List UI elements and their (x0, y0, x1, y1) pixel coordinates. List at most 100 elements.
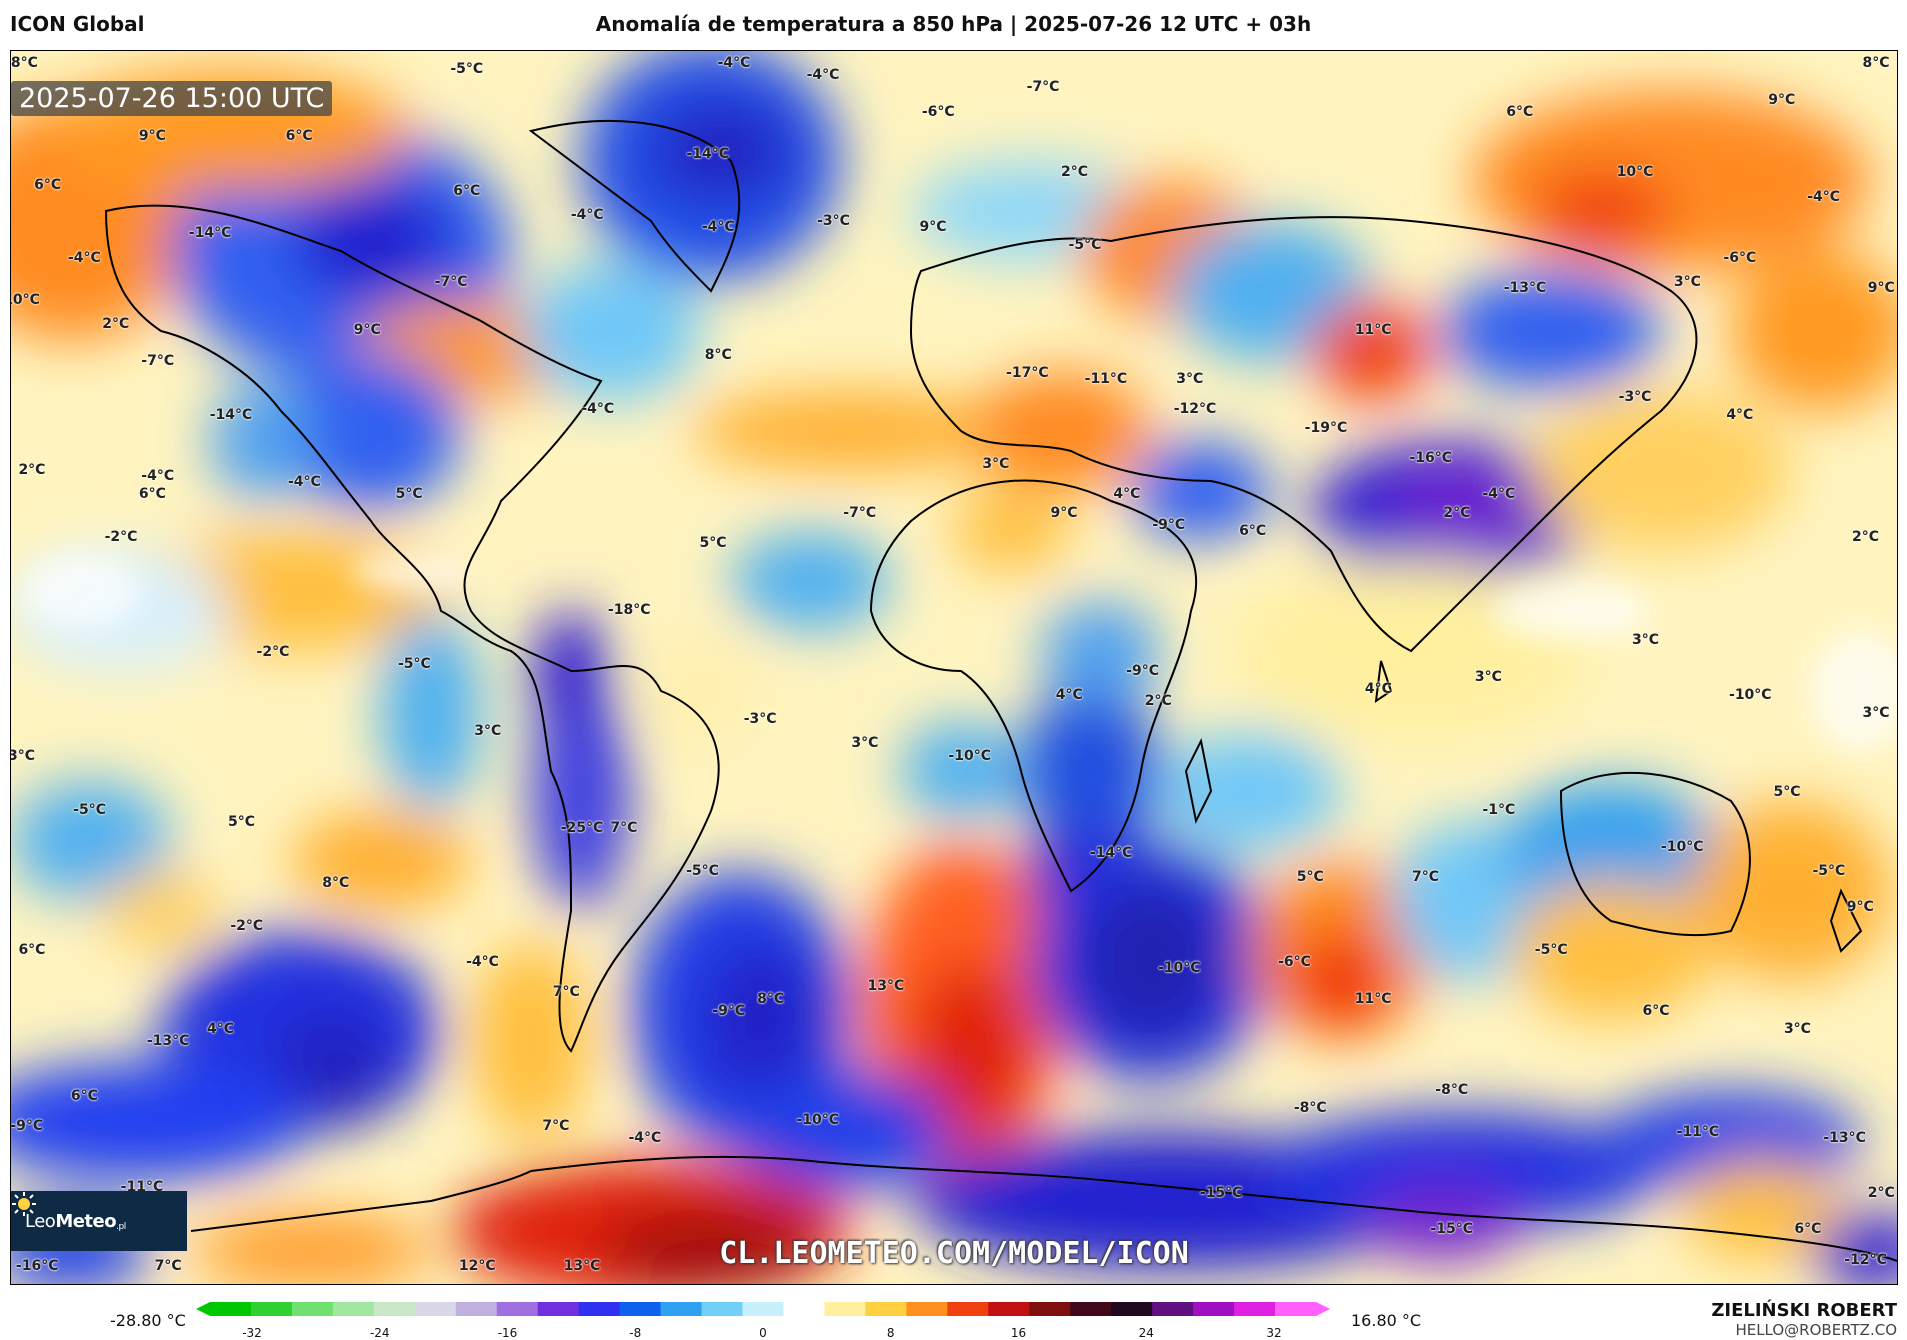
temperature-label: 6°C (34, 176, 62, 193)
temperature-label: -5°C (1068, 237, 1102, 254)
colorbar-segment (1029, 1302, 1071, 1316)
temperature-label: -2°C (256, 644, 290, 661)
model-name: ICON Global (10, 12, 145, 36)
temperature-label: -15°C (1199, 1184, 1243, 1201)
anomaly-field (11, 51, 1897, 1284)
temperature-label: -4°C (466, 954, 499, 971)
temperature-label: -11°C (120, 1178, 164, 1195)
temperature-label: 6°C (1794, 1221, 1822, 1238)
temperature-label: -6°C (1278, 954, 1311, 971)
colorbar-tick-label: 8 (886, 1326, 895, 1340)
temperature-label: 3°C (1673, 273, 1701, 290)
temperature-label: 6°C (285, 128, 313, 145)
temperature-label: -11°C (1676, 1124, 1720, 1141)
temperature-label: -13°C (1823, 1130, 1866, 1147)
temperature-label: 9°C (1050, 504, 1078, 521)
colorbar-tick-label: -8 (629, 1326, 642, 1340)
temperature-label: 4°C (1055, 686, 1083, 703)
colorbar-segment (578, 1302, 621, 1316)
temperature-label: 11°C (1354, 990, 1392, 1007)
colorbar-segment (291, 1302, 334, 1316)
temperature-label: 4°C (1364, 680, 1392, 697)
temperature-label: 3°C (1176, 370, 1204, 387)
temperature-label: 3°C (1783, 1020, 1811, 1037)
map-area[interactable]: 2025-07-26 15:00 UTC -8°C -5°C -4°C -4°C -7°… (10, 50, 1898, 1285)
temperature-label: -4°C (717, 55, 751, 72)
colorbar-tick-label: 32 (1266, 1326, 1282, 1340)
colorbar-segment (783, 1302, 825, 1316)
temperature-label: 8°C (704, 346, 732, 363)
temperature-label: 2°C (1867, 1184, 1895, 1201)
leometeo-logo: LeoMeteo.pl (11, 1191, 187, 1251)
temperature-label: -10°C (948, 747, 991, 764)
temperature-label: -4°C (1482, 486, 1516, 503)
temperature-label: -7°C (434, 273, 468, 290)
colorbar (196, 1302, 1330, 1316)
colorbar-segment (701, 1302, 744, 1316)
source-watermark: CL.LEOMETEO.COM/MODEL/ICON (719, 1236, 1189, 1271)
temperature-label: -9°C (712, 1002, 746, 1019)
author-email: HELLO@ROBERTZ.CO (1735, 1321, 1897, 1339)
temperature-label: 13°C (563, 1257, 601, 1274)
temperature-label: -14°C (188, 225, 232, 242)
temperature-label: -8°C (1293, 1099, 1327, 1116)
temperature-label: -1°C (1482, 802, 1516, 819)
temperature-label: 7°C (552, 984, 580, 1001)
colorbar-tick-label: 24 (1138, 1326, 1154, 1340)
temperature-label: -16°C (1409, 449, 1453, 466)
temperature-label: -9°C (1152, 516, 1186, 533)
colorbar-segment (1111, 1302, 1153, 1316)
temperature-label: 10°C (1616, 164, 1654, 181)
temperature-label: -10°C (1157, 960, 1201, 977)
colorbar-segment (947, 1302, 989, 1316)
temperature-label: -19°C (1304, 419, 1348, 436)
temperature-label: -14°C (1089, 844, 1133, 861)
temperature-label: -8°C (1435, 1081, 1469, 1098)
temperature-label: 4°C (1113, 486, 1141, 503)
temperature-label: -16°C (15, 1257, 59, 1274)
temperature-label: 7°C (154, 1257, 182, 1274)
temperature-label: -6°C (1723, 249, 1757, 266)
temperature-label: -10°C (796, 1112, 840, 1128)
temperature-label: 8°C (757, 990, 785, 1007)
temperature-label: -5°C (397, 656, 431, 673)
temperature-label: 10°C (11, 292, 40, 309)
temperature-label: -3°C (1618, 389, 1652, 406)
temperature-label: -4°C (287, 474, 321, 491)
colorbar-min-label: -28.80 °C (110, 1311, 186, 1330)
temperature-label: -12°C (1173, 401, 1217, 418)
temperature-label: -5°C (686, 862, 719, 879)
coastlines (104, 120, 1897, 1262)
temperature-label: -5°C (73, 802, 106, 819)
temperature-label: 9°C (1768, 91, 1796, 108)
colorbar-segment (455, 1302, 498, 1316)
colorbar-segment (496, 1302, 539, 1316)
colorbar-segment (988, 1302, 1030, 1316)
temperature-label: 3°C (474, 723, 502, 740)
temperature-label: -4°C (1807, 188, 1841, 205)
colorbar-tick-label: 0 (759, 1326, 767, 1340)
valid-time-badge: 2025-07-26 15:00 UTC (11, 81, 333, 116)
colorbar-segment (1070, 1302, 1112, 1316)
temperature-label: 6°C (138, 486, 166, 503)
temperature-label: 5°C (699, 534, 727, 551)
temperature-label: -18°C (607, 601, 651, 618)
colorbar-segment (250, 1302, 293, 1316)
temperature-label: 6°C (453, 182, 481, 199)
temperature-label: -25°C (560, 820, 604, 837)
colorbar-segment (1152, 1302, 1194, 1316)
temperature-label: 2°C (1443, 504, 1471, 521)
temperature-label: 3°C (10, 747, 35, 764)
colorbar-segment (210, 1302, 252, 1316)
temperature-label: -13°C (1503, 279, 1547, 296)
colorbar-segment (332, 1302, 375, 1316)
temperature-label: 6°C (1642, 1002, 1670, 1019)
temperature-label: 2°C (1060, 164, 1088, 181)
logo-wordmark: LeoMeteo.pl (25, 1210, 126, 1232)
temperature-label: 6°C (70, 1087, 98, 1104)
temperature-label: 7°C (1411, 869, 1440, 886)
colorbar-tick-label: 16 (1010, 1326, 1027, 1340)
temperature-label: -10°C (1660, 838, 1704, 855)
colorbar-max-label: 16.80 °C (1351, 1311, 1422, 1330)
temperature-label: -4°C (701, 219, 735, 236)
